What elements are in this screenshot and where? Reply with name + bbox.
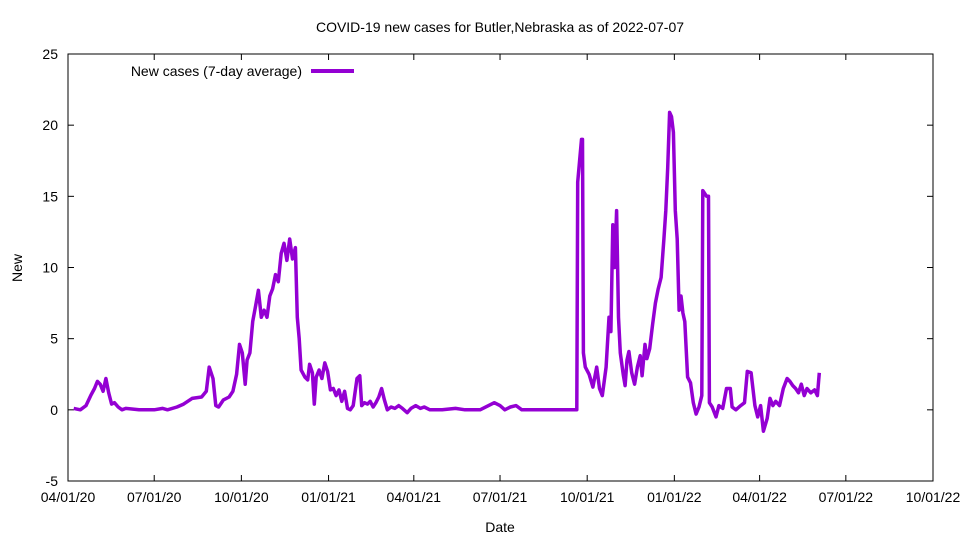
x-tick-label: 10/01/21 <box>560 489 615 505</box>
y-tick-label: 0 <box>50 402 58 418</box>
x-tick-label: 07/01/21 <box>473 489 528 505</box>
plot-frame <box>67 53 934 482</box>
x-tick-label: 04/01/22 <box>732 489 787 505</box>
y-axis-label: New <box>9 253 25 282</box>
x-tick-label: 01/01/22 <box>647 489 702 505</box>
x-tick-label: 10/01/20 <box>214 489 269 505</box>
x-tick-label: 04/01/20 <box>41 489 96 505</box>
x-tick-label: 04/01/21 <box>387 489 442 505</box>
y-tick-label: 25 <box>42 46 58 62</box>
chart-title: COVID-19 new cases for Butler,Nebraska a… <box>316 19 684 35</box>
series-line <box>73 110 822 433</box>
y-tick-label: 5 <box>50 331 58 347</box>
legend-label: New cases (7-day average) <box>131 63 302 79</box>
x-tick-label: 01/01/21 <box>301 489 356 505</box>
x-tick-label: 07/01/20 <box>127 489 182 505</box>
x-tick-label: 10/01/22 <box>906 489 960 505</box>
y-axis: -5 0 5 10 15 20 25 <box>42 46 933 489</box>
y-tick-label: 10 <box>42 260 58 276</box>
y-tick-label: -5 <box>46 473 59 489</box>
x-tick-label: 07/01/22 <box>819 489 874 505</box>
y-tick-label: 20 <box>42 117 58 133</box>
x-axis-label: Date <box>485 519 515 535</box>
x-axis: 04/01/20 07/01/20 10/01/20 01/01/21 04/01/21… <box>41 54 960 505</box>
legend: New cases (7-day average) <box>131 63 354 79</box>
y-tick-label: 15 <box>42 188 58 204</box>
